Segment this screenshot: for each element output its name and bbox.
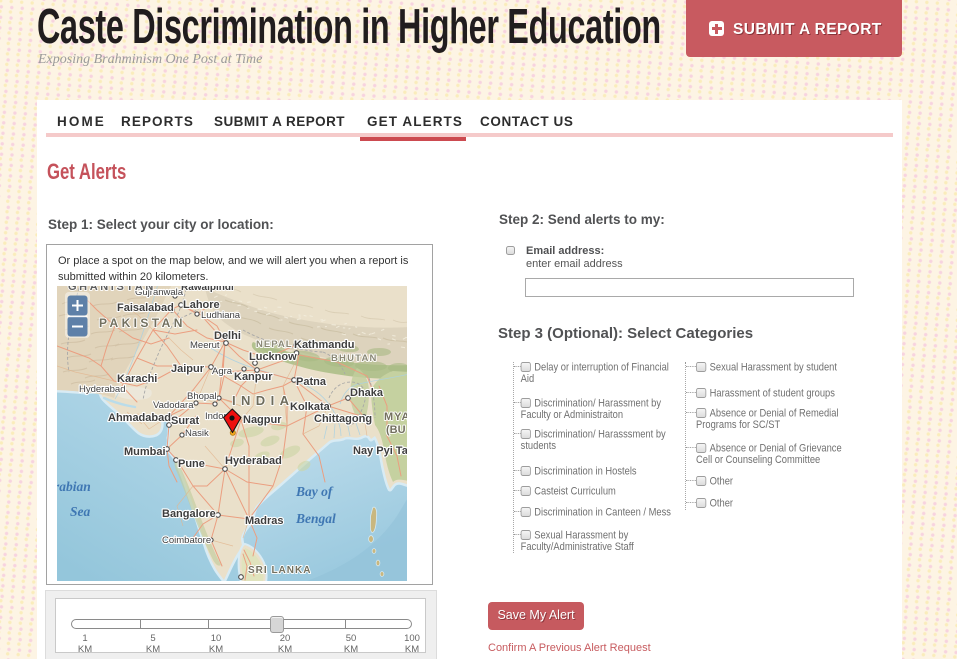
svg-text:Delhi: Delhi [214, 330, 241, 342]
svg-text:SRI LANKA: SRI LANKA [248, 565, 311, 576]
svg-text:Agra: Agra [212, 366, 233, 377]
svg-text:Patna: Patna [296, 376, 327, 388]
svg-text:Kanpur: Kanpur [234, 371, 273, 383]
svg-text:PAKISTAN: PAKISTAN [99, 316, 186, 330]
svg-text:Lahore: Lahore [183, 299, 220, 311]
svg-text:Arabian: Arabian [57, 479, 91, 494]
svg-text:Kolkata: Kolkata [290, 401, 331, 413]
svg-text:INDIA: INDIA [232, 393, 294, 408]
svg-text:Nagpur: Nagpur [243, 414, 282, 426]
svg-text:Ludhiana: Ludhiana [201, 310, 241, 321]
svg-text:Kathmandu: Kathmandu [294, 339, 355, 351]
svg-text:Dhaka: Dhaka [350, 387, 384, 399]
svg-text:Gujranwala: Gujranwala [135, 287, 184, 298]
svg-text:Nay Pyi Taw: Nay Pyi Taw [353, 445, 407, 457]
svg-text:BHUTAN: BHUTAN [331, 353, 378, 364]
svg-text:Ahmadabad: Ahmadabad [108, 412, 171, 424]
svg-text:Coimbatore: Coimbatore [162, 535, 211, 546]
svg-text:Surat: Surat [171, 415, 199, 427]
svg-text:Chittagong: Chittagong [314, 413, 372, 425]
svg-text:Faisalabad: Faisalabad [117, 302, 174, 314]
svg-text:Sea: Sea [70, 504, 91, 519]
svg-text:Bengal: Bengal [295, 511, 336, 526]
svg-text:Meerut: Meerut [190, 340, 220, 351]
svg-text:Bangalore: Bangalore [162, 508, 216, 520]
svg-text:Lucknow: Lucknow [249, 351, 297, 363]
svg-text:MYA: MYA [384, 411, 407, 423]
svg-text:NEPAL: NEPAL [256, 339, 293, 350]
svg-text:(BU: (BU [386, 424, 406, 436]
svg-text:Hyderabad: Hyderabad [79, 384, 125, 395]
svg-text:Karachi: Karachi [117, 373, 157, 385]
svg-text:Vadodara: Vadodara [153, 400, 194, 411]
svg-text:Mumbai: Mumbai [124, 446, 166, 458]
svg-text:Pune: Pune [178, 458, 205, 470]
svg-text:Madras: Madras [245, 515, 284, 527]
svg-text:Hyderabad: Hyderabad [225, 455, 282, 467]
svg-text:Nasik: Nasik [185, 428, 209, 439]
svg-text:Bhopal: Bhopal [187, 391, 217, 402]
svg-text:Rawalpindi: Rawalpindi [181, 286, 234, 293]
svg-text:Bay of: Bay of [295, 484, 334, 499]
svg-text:Jaipur: Jaipur [171, 363, 205, 375]
svg-text:GHANISTAN: GHANISTAN [68, 286, 156, 293]
